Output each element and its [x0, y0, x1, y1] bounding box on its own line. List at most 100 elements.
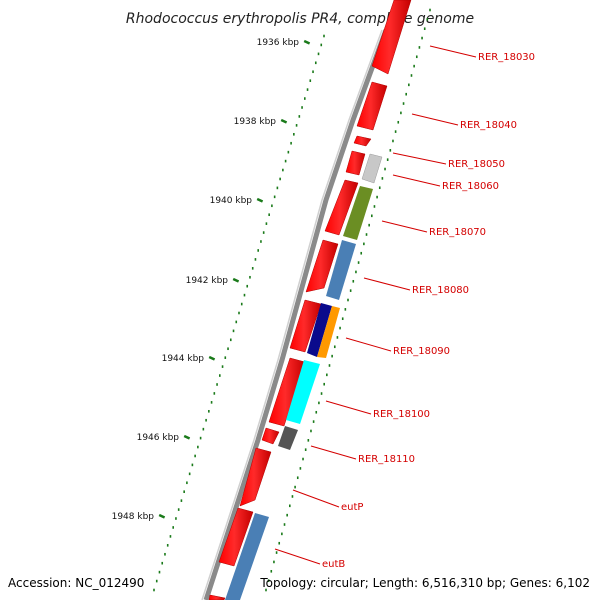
tick-dot [243, 293, 246, 297]
tick-dot [281, 532, 283, 536]
kbp-label: 1936 kbp [257, 38, 300, 48]
gene-arrow[interactable] [356, 81, 388, 131]
tick-dot [232, 329, 235, 333]
tick-dot [186, 481, 188, 485]
tick-dot [309, 79, 312, 82]
tick-dot [221, 365, 224, 368]
gene-label[interactable]: RER_18030 [478, 52, 535, 63]
gene-segment-gray[interactable] [361, 153, 383, 184]
gene-arrow[interactable] [345, 150, 366, 176]
tick-dot [418, 46, 421, 49]
gene-arrow[interactable] [208, 594, 226, 600]
tick-dot [397, 120, 400, 124]
tick-dot [339, 326, 341, 330]
genome-summary-text: Topology: circular; Length: 6,516,310 bp… [259, 576, 590, 590]
tick-dot [312, 420, 315, 423]
gene-label-leaders: RER_18030 RER_18040 RER_18050 RER_18060 RER_… [274, 45, 535, 570]
tick-dot [333, 345, 336, 349]
gene-segment-olive[interactable] [343, 186, 373, 240]
tick-dot [349, 289, 352, 292]
tick-dot [224, 356, 227, 359]
tick-dot [191, 463, 194, 467]
tick-dot [254, 258, 257, 261]
accession-text: Accession: NC_012490 [8, 576, 144, 590]
tick-dot [320, 392, 323, 395]
gene-label[interactable]: RER_18100 [373, 409, 430, 420]
gene-label[interactable]: RER_18090 [393, 346, 450, 357]
tick-dot [314, 61, 317, 65]
tick-dot [421, 36, 423, 40]
tick-dot [384, 167, 386, 171]
gene-label[interactable]: RER_18070 [429, 227, 486, 238]
gene-label-leader [325, 400, 372, 415]
gene-arrow[interactable] [268, 357, 306, 427]
tick-dot [357, 261, 360, 264]
tick-dot [213, 392, 216, 395]
tick-dot [341, 317, 344, 321]
tick-dot [336, 336, 339, 339]
gene-segment-navy[interactable] [307, 303, 332, 357]
gene-arrow[interactable] [305, 239, 339, 293]
gene-segment-steelblue[interactable] [225, 513, 269, 600]
gene-label[interactable]: RER_18040 [460, 120, 517, 131]
tick-dot [161, 561, 164, 565]
tick-dot [153, 588, 155, 592]
gene-label[interactable]: RER_18110 [358, 454, 415, 465]
gene-label[interactable]: eutP [341, 502, 363, 513]
tick-dot [376, 195, 378, 199]
gene-arrow[interactable] [324, 179, 359, 236]
tick-dot [155, 579, 158, 583]
gene-label[interactable]: RER_18050 [448, 159, 505, 170]
tick-dot [275, 551, 278, 554]
tick-dot [164, 552, 166, 556]
tick-dot [202, 427, 205, 431]
gene-segment-cyan[interactable] [286, 360, 320, 424]
tick-dot [405, 92, 407, 96]
gene-arrow[interactable] [239, 447, 272, 507]
gene-arrow[interactable] [371, 0, 412, 75]
gene-arrow[interactable] [261, 427, 280, 445]
tick-dot [219, 374, 221, 377]
gene-arrow[interactable] [289, 299, 322, 353]
gene-label[interactable]: eutB [322, 559, 345, 570]
gene-label-leader [381, 220, 428, 233]
gene-label-leader [274, 548, 321, 565]
tick-dot [199, 436, 202, 440]
gene-label-leader [392, 152, 447, 165]
tick-dot [326, 373, 328, 377]
tick-dot [295, 124, 298, 127]
kbp-label: 1938 kbp [234, 117, 277, 127]
gene-label-leader [363, 277, 411, 291]
tick-dot [194, 454, 196, 458]
gene-arrow[interactable] [218, 507, 254, 567]
gene-label-leader [411, 113, 459, 126]
gene-segment-steelblue[interactable] [326, 240, 356, 300]
tick-dot [302, 457, 304, 461]
tick-dot [298, 115, 301, 118]
tick-dot [320, 43, 323, 47]
gene-segment-darkgray[interactable] [278, 426, 298, 450]
map-title: Rhodococcus erythropolis PR4, complete g… [126, 11, 474, 27]
tick-dot [296, 476, 299, 480]
tick-dot [229, 338, 232, 342]
gene-arrow[interactable] [353, 135, 372, 147]
gene-label-leader [310, 445, 357, 460]
tick-dot [423, 27, 426, 31]
tick-dot [251, 267, 254, 270]
gene-label[interactable]: RER_18080 [412, 285, 469, 296]
kbp-label: 1948 kbp [112, 512, 155, 522]
tick-dot [268, 213, 270, 217]
tick-dot [317, 52, 320, 56]
gene-segment-orange[interactable] [317, 306, 340, 358]
tick-dot [392, 139, 394, 143]
kbp-tick-mark [232, 277, 240, 283]
tick-dot [205, 418, 207, 422]
tick-dot [331, 354, 333, 358]
gene-label[interactable]: RER_18060 [442, 181, 499, 192]
tick-dot [352, 279, 355, 283]
tick-dot [273, 195, 276, 199]
tick-dot [284, 159, 287, 163]
tick-dot [371, 214, 373, 218]
tick-dot [180, 499, 183, 502]
kbp-label: 1942 kbp [186, 276, 229, 286]
